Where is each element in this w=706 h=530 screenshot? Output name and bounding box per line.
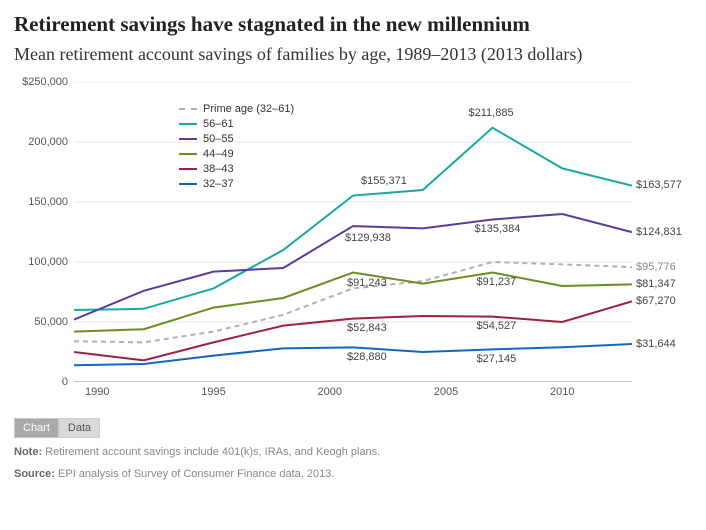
point-value-label: $135,384 (475, 223, 521, 235)
point-value-label: $211,885 (469, 107, 514, 119)
legend-item: 56–61 (179, 117, 294, 132)
point-value-label: $155,371 (361, 175, 407, 187)
tab-chart[interactable]: Chart (14, 418, 59, 438)
end-value-label: $67,270 (636, 295, 676, 307)
x-tick-label: 2010 (550, 386, 574, 398)
legend-label: 50–55 (203, 133, 234, 145)
legend-label: Prime age (32–61) (203, 103, 294, 115)
x-tick-label: 2000 (318, 386, 342, 398)
point-value-label: $91,243 (347, 277, 387, 289)
point-value-label: $129,938 (345, 232, 391, 244)
chart-title: Retirement savings have stagnated in the… (14, 12, 692, 37)
y-tick-label: 200,000 (14, 136, 68, 148)
footnote-note: Note: Retirement account savings include… (14, 444, 692, 461)
end-value-label: $95,776 (636, 261, 676, 273)
chart-subtitle: Mean retirement account savings of famil… (14, 43, 692, 66)
chart-area: 0 50,000 100,000 150,000 200,000 $250,000 199… (14, 72, 692, 412)
legend-item: 44–49 (179, 147, 294, 162)
legend-label: 38–43 (203, 163, 234, 175)
y-tick-label: $250,000 (14, 76, 68, 88)
legend-label: 56–61 (203, 118, 234, 130)
legend: Prime age (32–61) 56–61 50–55 44–49 38–43 32–… (179, 102, 294, 192)
point-value-label: $91,237 (477, 276, 517, 288)
x-tick-label: 2005 (434, 386, 458, 398)
tab-data[interactable]: Data (59, 418, 100, 438)
end-value-label: $31,644 (636, 338, 676, 350)
source-text: EPI analysis of Survey of Consumer Finan… (55, 468, 334, 480)
legend-item: 50–55 (179, 132, 294, 147)
y-tick-label: 150,000 (14, 196, 68, 208)
note-label: Note: (14, 446, 42, 458)
point-value-label: $27,145 (477, 353, 517, 365)
legend-item: 32–37 (179, 177, 294, 192)
source-label: Source: (14, 468, 55, 480)
y-tick-label: 0 (14, 376, 68, 388)
legend-label: 44–49 (203, 148, 234, 160)
point-value-label: $52,843 (347, 322, 387, 334)
x-tick-label: 1995 (201, 386, 225, 398)
note-text: Retirement account savings include 401(k… (42, 446, 380, 458)
legend-swatch (179, 123, 197, 125)
x-tick-label: 1990 (85, 386, 109, 398)
legend-label: 32–37 (203, 178, 234, 190)
y-tick-label: 100,000 (14, 256, 68, 268)
end-value-label: $81,347 (636, 278, 676, 290)
end-value-label: $163,577 (636, 179, 682, 191)
point-value-label: $54,527 (477, 320, 517, 332)
legend-swatch (179, 153, 197, 155)
y-tick-label: 50,000 (14, 316, 68, 328)
legend-swatch (179, 138, 197, 140)
view-tabs: ChartData (14, 418, 692, 438)
legend-swatch (179, 108, 197, 110)
legend-item: 38–43 (179, 162, 294, 177)
legend-item: Prime age (32–61) (179, 102, 294, 117)
end-value-label: $124,831 (636, 226, 682, 238)
legend-swatch (179, 168, 197, 170)
point-value-label: $28,880 (347, 351, 387, 363)
footnote-source: Source: EPI analysis of Survey of Consum… (14, 466, 692, 483)
legend-swatch (179, 183, 197, 185)
